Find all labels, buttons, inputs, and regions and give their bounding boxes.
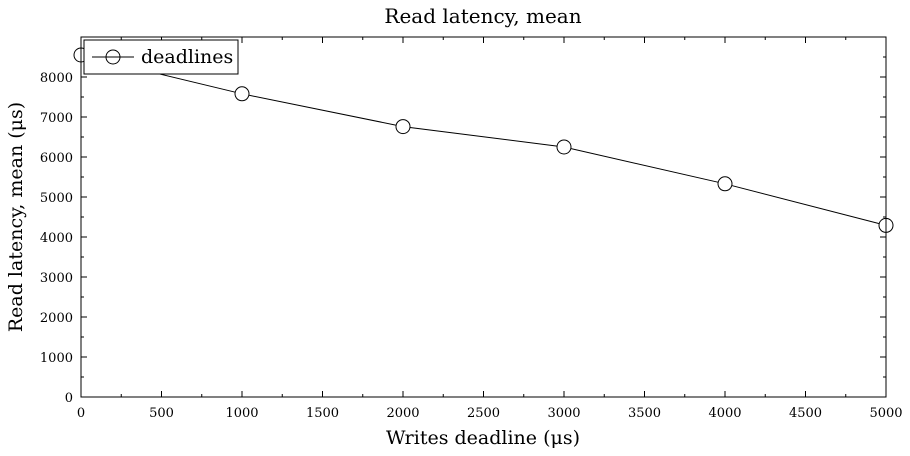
y-tick-label: 3000	[40, 271, 73, 286]
series-line	[80, 54, 887, 226]
chart-title: Read latency, mean	[384, 4, 581, 28]
x-tick-label: 1000	[225, 406, 258, 421]
x-tick-label: 2500	[467, 406, 500, 421]
x-tick-label: 4000	[708, 406, 741, 421]
y-tick-label: 6000	[40, 151, 73, 166]
y-tick-label: 8000	[40, 71, 73, 86]
plot-frame	[80, 36, 887, 398]
x-tick-label: 3500	[628, 406, 661, 421]
data-point	[395, 119, 411, 135]
x-tick-label: 5000	[869, 406, 902, 421]
legend-marker-icon	[105, 49, 121, 65]
y-tick-label: 2000	[40, 311, 73, 326]
y-tick-label: 1000	[40, 351, 73, 366]
x-tick-label: 0	[77, 406, 85, 421]
x-tick-label: 1500	[306, 406, 339, 421]
legend: deadlines	[83, 39, 239, 75]
legend-label: deadlines	[141, 46, 233, 68]
y-tick-label: 0	[65, 391, 73, 406]
data-series	[73, 47, 894, 233]
x-tick-label: 3000	[547, 406, 580, 421]
data-point	[556, 139, 572, 155]
data-point	[717, 176, 733, 192]
x-tick-label: 500	[149, 406, 174, 421]
y-tick-label: 4000	[40, 231, 73, 246]
y-axis-label: Read latency, mean (μs)	[5, 102, 27, 332]
x-tick-label: 2000	[386, 406, 419, 421]
y-tick-label: 7000	[40, 111, 73, 126]
x-axis-label: Writes deadline (μs)	[386, 427, 580, 449]
y-tick-label: 5000	[40, 191, 73, 206]
data-point	[234, 86, 250, 102]
axis-ticks: 0 500 1000 1500 2000 2500 3000 3500 4000 4500 5000…	[40, 36, 903, 421]
x-tick-label: 4500	[789, 406, 822, 421]
